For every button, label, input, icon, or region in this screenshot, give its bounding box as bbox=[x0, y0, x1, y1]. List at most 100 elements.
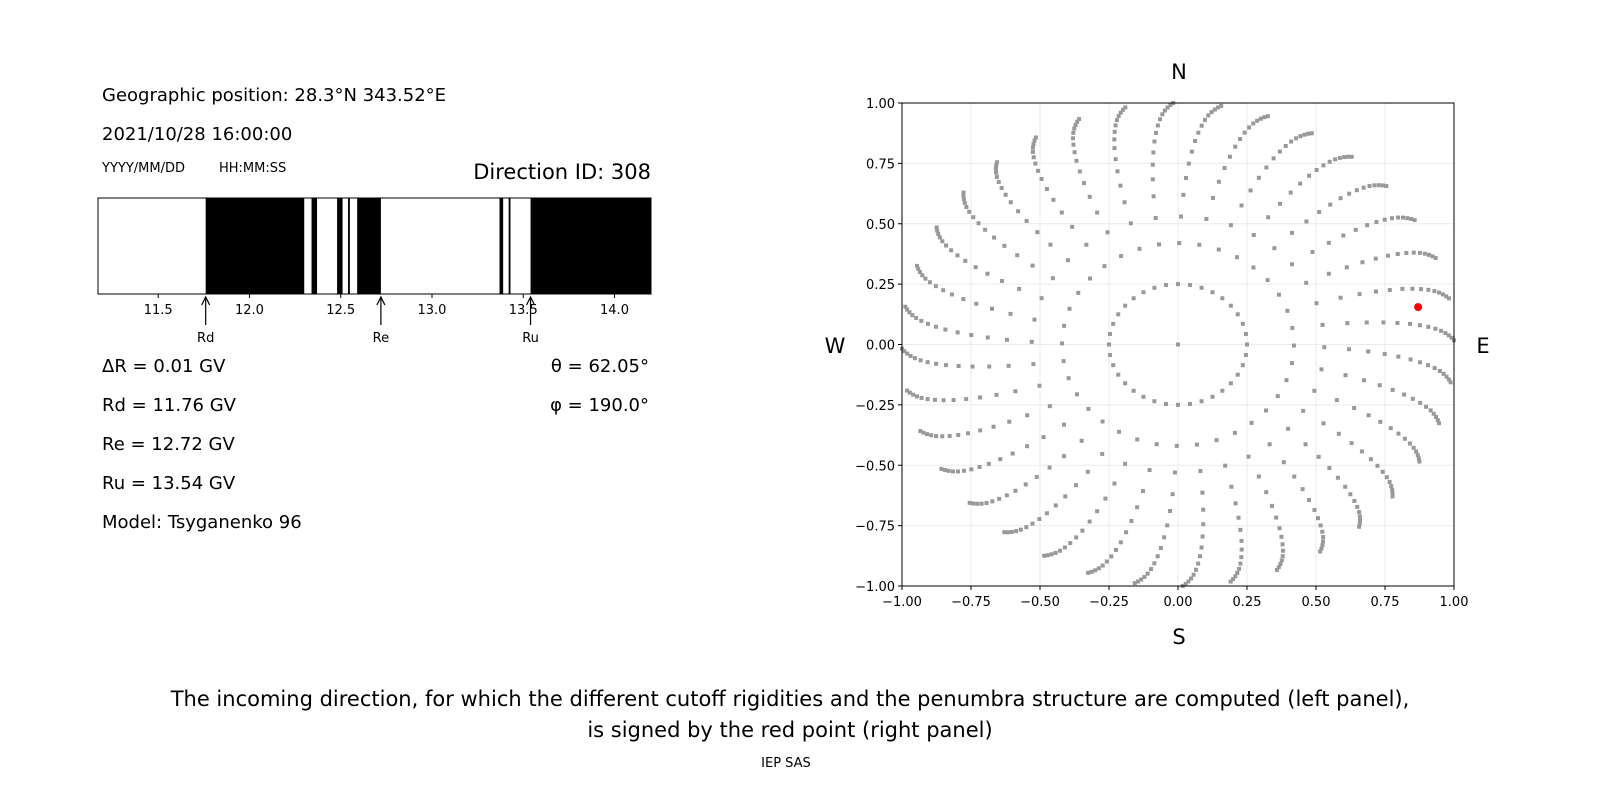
direction-point bbox=[1387, 480, 1392, 485]
direction-point bbox=[961, 197, 966, 202]
direction-point bbox=[964, 397, 969, 402]
direction-point bbox=[1278, 201, 1283, 206]
direction-point bbox=[1045, 553, 1050, 558]
x-tick-label: 0.00 bbox=[1164, 595, 1193, 610]
forbidden-band bbox=[205, 198, 305, 294]
direction-point bbox=[1015, 253, 1020, 258]
direction-point bbox=[1162, 535, 1167, 540]
direction-point bbox=[1087, 194, 1092, 199]
direction-point bbox=[1002, 243, 1007, 248]
direction-point bbox=[1375, 463, 1380, 468]
direction-point bbox=[1010, 451, 1015, 456]
direction-point bbox=[1031, 155, 1036, 160]
direction-point bbox=[1199, 399, 1204, 404]
direction-point bbox=[1116, 114, 1121, 119]
direction-point bbox=[1422, 251, 1427, 256]
direction-point bbox=[1432, 289, 1437, 294]
direction-point bbox=[1077, 117, 1082, 122]
direction-point bbox=[1013, 389, 1018, 394]
direction-point bbox=[1071, 130, 1076, 135]
direction-point bbox=[1228, 381, 1233, 386]
direction-point bbox=[1441, 371, 1446, 376]
x-tick-label: −0.50 bbox=[1020, 595, 1060, 610]
direction-point bbox=[1437, 369, 1442, 374]
direction-point bbox=[940, 239, 945, 244]
direction-point bbox=[1235, 570, 1240, 575]
direction-point bbox=[1389, 216, 1394, 221]
direction-point bbox=[991, 424, 996, 429]
direction-point bbox=[967, 209, 972, 214]
direction-point bbox=[1199, 123, 1204, 128]
direction-point bbox=[1086, 570, 1091, 575]
direction-point bbox=[1243, 352, 1248, 357]
direction-point bbox=[1164, 401, 1169, 406]
direction-point bbox=[1073, 483, 1078, 488]
direction-point bbox=[997, 496, 1002, 501]
direction-point bbox=[1314, 301, 1319, 306]
direction-point bbox=[1326, 240, 1331, 245]
direction-point bbox=[940, 434, 945, 439]
direction-point bbox=[1347, 347, 1352, 352]
direction-point bbox=[1243, 332, 1248, 337]
direction-point bbox=[1358, 518, 1363, 523]
direction-point bbox=[992, 235, 997, 240]
arrow-head-icon bbox=[376, 295, 386, 306]
forbidden-band bbox=[348, 198, 350, 294]
direction-point bbox=[1170, 492, 1175, 497]
direction-point bbox=[1122, 200, 1127, 205]
direction-scatter-chart: −1.00−1.00 −0.75 −0.75 −0.50 −0.50 −0.25 −0.25… bbox=[855, 97, 1468, 610]
direction-point bbox=[1249, 420, 1254, 425]
direction-point bbox=[1444, 374, 1449, 379]
direction-point bbox=[1093, 568, 1098, 573]
direction-point bbox=[1290, 262, 1295, 267]
direction-point bbox=[1154, 442, 1159, 447]
direction-point bbox=[1335, 475, 1340, 480]
direction-point bbox=[944, 243, 949, 248]
direction-point bbox=[1309, 131, 1314, 136]
direction-point bbox=[1380, 183, 1385, 188]
direction-point bbox=[1319, 367, 1324, 372]
direction-point bbox=[1116, 372, 1121, 377]
direction-point bbox=[1141, 489, 1146, 494]
direction-point bbox=[1396, 215, 1401, 220]
direction-point bbox=[1214, 438, 1219, 443]
direction-point bbox=[1076, 290, 1081, 295]
direction-point bbox=[918, 429, 923, 434]
footer-label: IEP SAS bbox=[761, 756, 811, 771]
forbidden-band bbox=[357, 198, 381, 294]
direction-point bbox=[1065, 258, 1070, 263]
direction-point bbox=[937, 235, 942, 240]
direction-point bbox=[975, 501, 980, 506]
direction-point bbox=[1385, 253, 1390, 258]
direction-point bbox=[1177, 241, 1182, 246]
x-tick-label: 12.0 bbox=[235, 303, 264, 318]
direction-point bbox=[1124, 530, 1129, 535]
direction-point bbox=[1210, 195, 1215, 200]
marker-label-ru: Ru bbox=[522, 331, 539, 346]
direction-point bbox=[1194, 567, 1199, 572]
direction-point bbox=[1357, 514, 1362, 519]
x-tick-label: 0.50 bbox=[1302, 595, 1331, 610]
direction-point bbox=[1132, 581, 1137, 586]
direction-point bbox=[1176, 342, 1180, 347]
direction-point bbox=[1269, 503, 1274, 508]
direction-point bbox=[1302, 132, 1307, 137]
direction-point bbox=[1189, 576, 1194, 581]
direction-point bbox=[1277, 149, 1282, 154]
x-tick-label: 0.25 bbox=[1233, 595, 1262, 610]
direction-point bbox=[1103, 496, 1108, 501]
direction-point bbox=[1343, 373, 1348, 378]
direction-point bbox=[1102, 264, 1107, 269]
direction-point bbox=[976, 221, 981, 226]
direction-point bbox=[963, 258, 968, 263]
direction-point bbox=[932, 397, 937, 402]
direction-point bbox=[1062, 323, 1067, 328]
direction-point bbox=[1319, 546, 1324, 551]
direction-point bbox=[1115, 169, 1120, 174]
direction-point bbox=[1082, 181, 1087, 186]
penumbra-frame bbox=[97, 197, 652, 295]
direction-point bbox=[1201, 507, 1206, 512]
direction-point bbox=[1145, 571, 1150, 576]
direction-point bbox=[1342, 155, 1347, 160]
direction-point bbox=[1035, 168, 1040, 173]
